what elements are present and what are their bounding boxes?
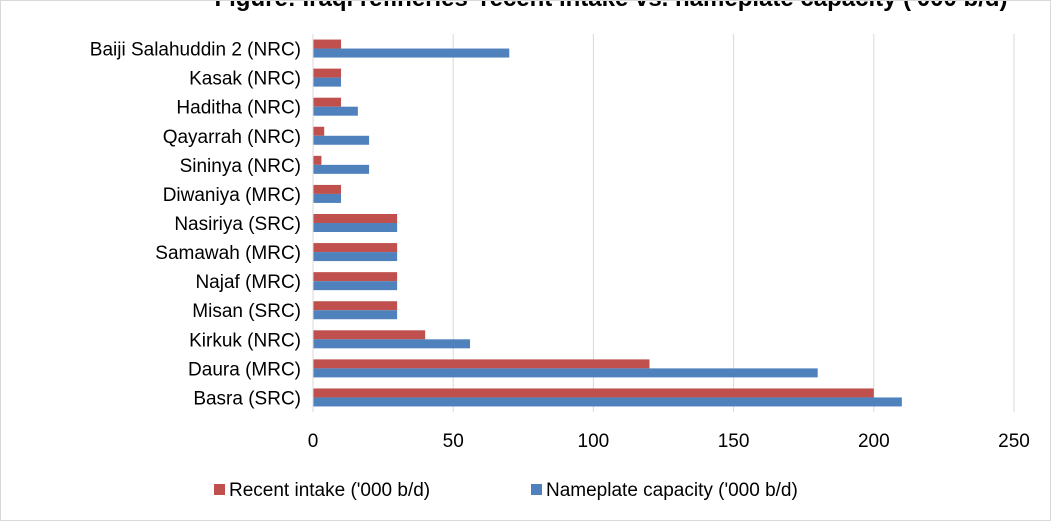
bar-recent-intake [313,214,398,223]
bar-recent-intake [313,155,322,165]
x-tick-label: 100 [578,431,610,452]
bar-nameplate-capacity [313,77,342,87]
chart-title: Figure: Iraqi refineries' recent intake … [1,1,1050,13]
legend-label: Recent intake ('000 b/d) [229,480,430,501]
value-axis: 0 50 100 150 200 250 [308,431,1030,452]
bar-recent-intake [313,97,342,107]
gridlines [452,34,1015,412]
x-tick-label: 50 [443,431,464,452]
category-label: Kirkuk (NRC) [189,330,301,351]
category-label: Haditha (NRC) [176,98,301,119]
legend-swatch-nameplate-capacity [531,484,542,495]
bar-recent-intake [313,39,342,49]
bar-recent-intake [313,126,325,136]
bar-recent-intake [313,184,342,194]
bar-nameplate-capacity [313,397,902,407]
category-label: Misan (SRC) [192,301,301,322]
x-tick-label: 200 [858,431,890,452]
x-tick-label: 150 [718,431,750,452]
bars [313,39,902,407]
bar-nameplate-capacity [313,223,398,232]
bar-nameplate-capacity [313,164,370,174]
bar-nameplate-capacity [313,48,510,58]
bar-nameplate-capacity [313,252,398,262]
bar-nameplate-capacity [313,339,471,349]
bar-nameplate-capacity [313,368,818,378]
category-label: Kasak (NRC) [189,69,301,90]
bar-recent-intake [313,330,426,340]
category-label: Daura (MRC) [188,359,301,380]
bar-recent-intake [313,301,398,311]
bar-nameplate-capacity [313,281,398,291]
bar-nameplate-capacity [313,106,358,116]
bar-recent-intake [313,68,342,78]
category-label: Samawah (MRC) [155,243,301,264]
legend-swatch-recent-intake [214,484,225,495]
bar-recent-intake [313,359,650,369]
bar-nameplate-capacity [313,310,398,320]
category-label: Najaf (MRC) [195,272,301,293]
legend: Recent intake ('000 b/d) Nameplate capaci… [214,480,798,501]
bar-recent-intake [313,243,398,253]
category-label: Baiji Salahuddin 2 (NRC) [90,40,301,61]
category-label: Sininya (NRC) [180,156,301,177]
bar-nameplate-capacity [313,135,370,145]
category-axis: Basra (SRC) Daura (MRC) Kirkuk (NRC) Misan … [90,34,314,412]
bar-recent-intake [313,272,398,282]
x-tick-label: 250 [998,431,1030,452]
category-label: Nasiriya (SRC) [174,214,301,235]
bar-recent-intake [313,388,874,398]
category-label: Diwaniya (MRC) [163,185,301,206]
category-label: Qayarrah (NRC) [163,127,301,148]
x-tick-label: 0 [308,431,319,452]
legend-label: Nameplate capacity ('000 b/d) [546,480,798,501]
category-label: Basra (SRC) [193,388,301,409]
bar-nameplate-capacity [313,193,342,203]
